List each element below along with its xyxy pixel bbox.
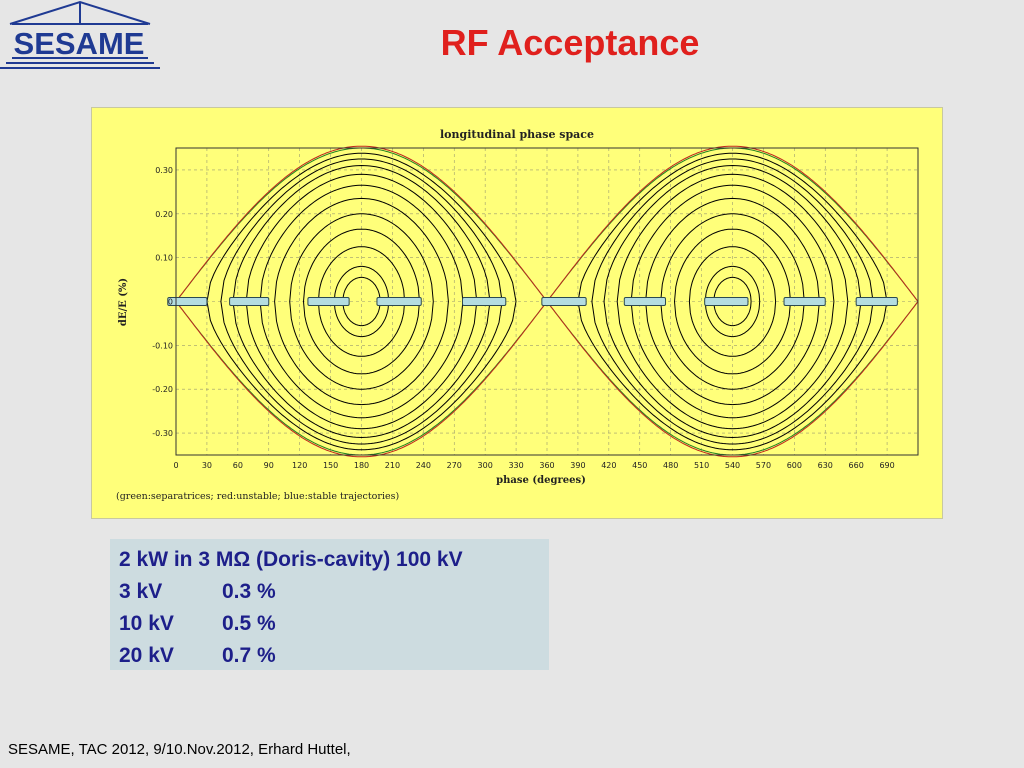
bucket-marker [541,297,587,306]
info-acceptance: 0.5 % [222,612,276,635]
bucket-marker [783,297,826,306]
logo-text: SESAME [14,26,145,61]
bucket-marker [167,297,208,306]
info-voltage: 3 kV [119,580,163,603]
unstable-curve [175,145,919,303]
x-tick-label: 30 [202,461,212,470]
axis-ticks: 0 30 60 90 120 150 180 210 240 270 300 330 360 390 420… [152,166,894,470]
bucket-marker [307,297,350,306]
bucket-marker [704,297,749,306]
x-tick-label: 480 [663,461,678,470]
x-tick-label: 690 [879,461,894,470]
bucket-marker [229,297,270,306]
x-tick-label: 660 [849,461,864,470]
chart-caption: (green:separatrices; red:unstable; blue:… [116,491,399,502]
stable-orbit [713,276,752,327]
y-tick-label: 0.20 [155,210,173,219]
slide-title: RF Acceptance [440,22,700,63]
info-acceptance: 0.3 % [222,580,276,603]
y-tick-label: 0.10 [155,254,173,263]
y-tick-label: -0.20 [152,385,173,394]
x-tick-label: 0 [173,461,178,470]
x-tick-label: 210 [385,461,400,470]
chart-title: longitudinal phase space [440,128,594,141]
info-row: 20 kV 0.7 % [119,640,549,672]
bucket-marker [376,297,422,306]
y-tick-label: 0 [168,298,173,307]
info-voltage: 10 kV [119,612,174,635]
y-tick-label: -0.30 [152,429,173,438]
y-tick-label: 0.30 [155,166,173,175]
x-tick-label: 90 [264,461,274,470]
plot-frame [175,147,919,456]
logo-emblem [0,0,160,69]
x-tick-label: 390 [570,461,585,470]
bucket-marker [623,297,667,306]
stable-orbit [289,213,434,390]
stable-orbit [206,152,517,451]
x-tick-label: 270 [447,461,462,470]
info-headline: 2 kW in 3 MΩ (Doris-cavity) 100 kV [119,548,463,571]
phase-space-svg: longitudinal phase space 0 30 60 90 120 150 18… [116,128,919,502]
rf-acceptance-info: 2 kW in 3 MΩ (Doris-cavity) 100 kV 3 kV 0… [110,539,549,670]
phase-space-plot: longitudinal phase space 0 30 60 90 120 150 18… [91,107,943,519]
x-tick-label: 120 [292,461,307,470]
x-tick-label: 180 [354,461,369,470]
info-row: 3 kV 0.3 % [119,576,549,608]
stable-orbit [274,197,449,406]
x-tick-label: 150 [323,461,338,470]
x-tick-label: 600 [787,461,802,470]
x-tick-label: 240 [416,461,431,470]
y-tick-label: -0.10 [152,341,173,350]
x-tick-label: 540 [725,461,740,470]
stable-orbit [616,173,849,430]
x-tick-label: 60 [233,461,243,470]
x-tick-label: 630 [818,461,833,470]
sesame-logo: SESAME [0,0,160,69]
x-tick-label: 450 [632,461,647,470]
bucket-marker [461,297,507,306]
x-tick-label: 300 [478,461,493,470]
stable-orbit [688,246,777,357]
x-tick-label: 570 [756,461,771,470]
x-axis-label: phase (degrees) [496,475,586,486]
info-acceptance: 0.7 % [222,644,276,667]
stable-orbit [630,184,835,419]
separatrix-curve [175,147,919,303]
bucket-marker [855,297,898,306]
info-voltage: 20 kV [119,644,174,667]
slide-footer: SESAME, TAC 2012, 9/10.Nov.2012, Erhard … [8,741,351,758]
info-row: 10 kV 0.5 % [119,608,549,640]
bucket-markers [167,297,898,306]
stable-orbit [704,265,761,338]
x-tick-label: 510 [694,461,709,470]
x-tick-label: 330 [508,461,523,470]
y-axis-label: dE/E (%) [118,278,129,326]
x-tick-label: 420 [601,461,616,470]
x-tick-label: 360 [539,461,554,470]
